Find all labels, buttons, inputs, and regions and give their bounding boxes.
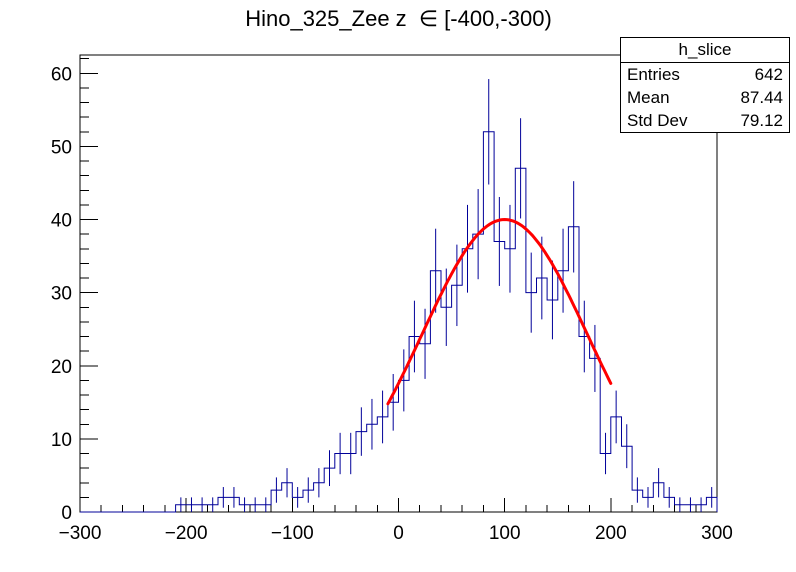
y-axis-tick-label: 30 [51,284,72,305]
x-axis-tick-label: −300 [59,523,102,544]
stats-value: 642 [754,65,783,84]
stats-label: Std Dev [627,111,688,130]
x-axis-tick-label: −200 [165,523,208,544]
stats-row-mean: Mean 87.44 [621,86,789,109]
histogram-step-line [80,131,718,513]
y-axis-tick-label: 0 [61,503,72,524]
gaussian-fit-curve [386,217,613,406]
x-axis-tick-label: 300 [701,523,733,544]
stats-row-entries: Entries 642 [621,63,789,86]
y-axis-tick-label: 20 [51,357,72,378]
y-axis-tick-label: 50 [51,137,72,158]
stats-box[interactable]: h_slice Entries 642 Mean 87.44 Std Dev 7… [620,37,790,133]
stats-label: Mean [627,88,670,107]
stats-label: Entries [627,65,680,84]
x-axis-tick-label: 100 [489,523,521,544]
plot-title: Hino_325_Zee z ∈ [-400,-300) [245,6,552,31]
x-axis-tick-label: 0 [393,523,404,544]
stats-value: 87.44 [740,88,783,107]
y-axis-tick-label: 40 [51,211,72,232]
stats-row-stddev: Std Dev 79.12 [621,109,789,132]
stats-box-title: h_slice [621,38,789,63]
y-axis-tick-label: 10 [51,430,72,451]
stats-value: 79.12 [740,111,783,130]
x-axis-tick-label: 200 [595,523,627,544]
y-axis-tick-label: 60 [51,64,72,85]
x-axis-tick-label: −100 [271,523,314,544]
